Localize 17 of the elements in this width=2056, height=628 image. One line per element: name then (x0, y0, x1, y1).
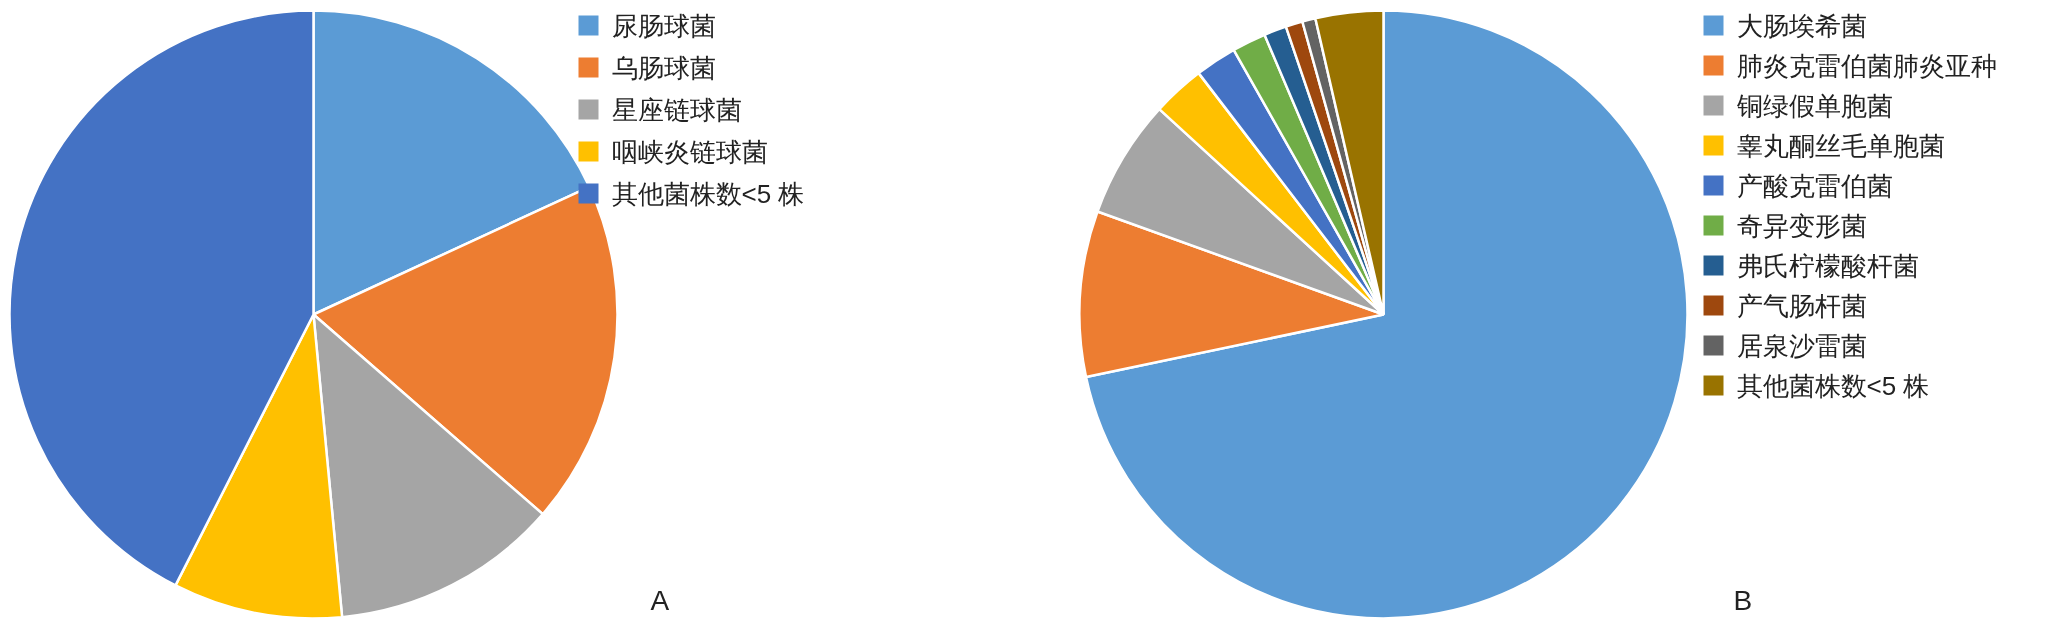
legend-label: 咽峡炎链球菌 (611, 136, 768, 167)
text: B (1733, 585, 1753, 616)
legend-label: 肺炎克雷伯菌肺炎亚种 (1736, 50, 1997, 81)
legend-label: 星座链球菌 (611, 94, 742, 125)
legend-label: 乌肠球菌 (611, 52, 716, 83)
legend-label: 尿肠球菌 (611, 10, 716, 41)
legend-label: 产酸克雷伯菌 (1736, 170, 1893, 201)
legend-label: 弗氏柠檬酸杆菌 (1736, 250, 1919, 281)
legend-label: 铜绿假单胞菌 (1735, 90, 1893, 121)
legend-label: 睾丸酮丝毛单胞菌 (1736, 130, 1945, 161)
legend-label: 奇异变形菌 (1736, 210, 1867, 241)
legend-label: 大肠埃希菌 (1736, 10, 1867, 41)
legend-label: 居泉沙雷菌 (1736, 330, 1867, 361)
legend-label: 产气肠杆菌 (1736, 290, 1867, 321)
legend-label: 其他菌株数<5 株 (611, 178, 805, 209)
legend-label: 其他菌株数<5 株 (1736, 370, 1930, 401)
text: A (650, 585, 670, 616)
